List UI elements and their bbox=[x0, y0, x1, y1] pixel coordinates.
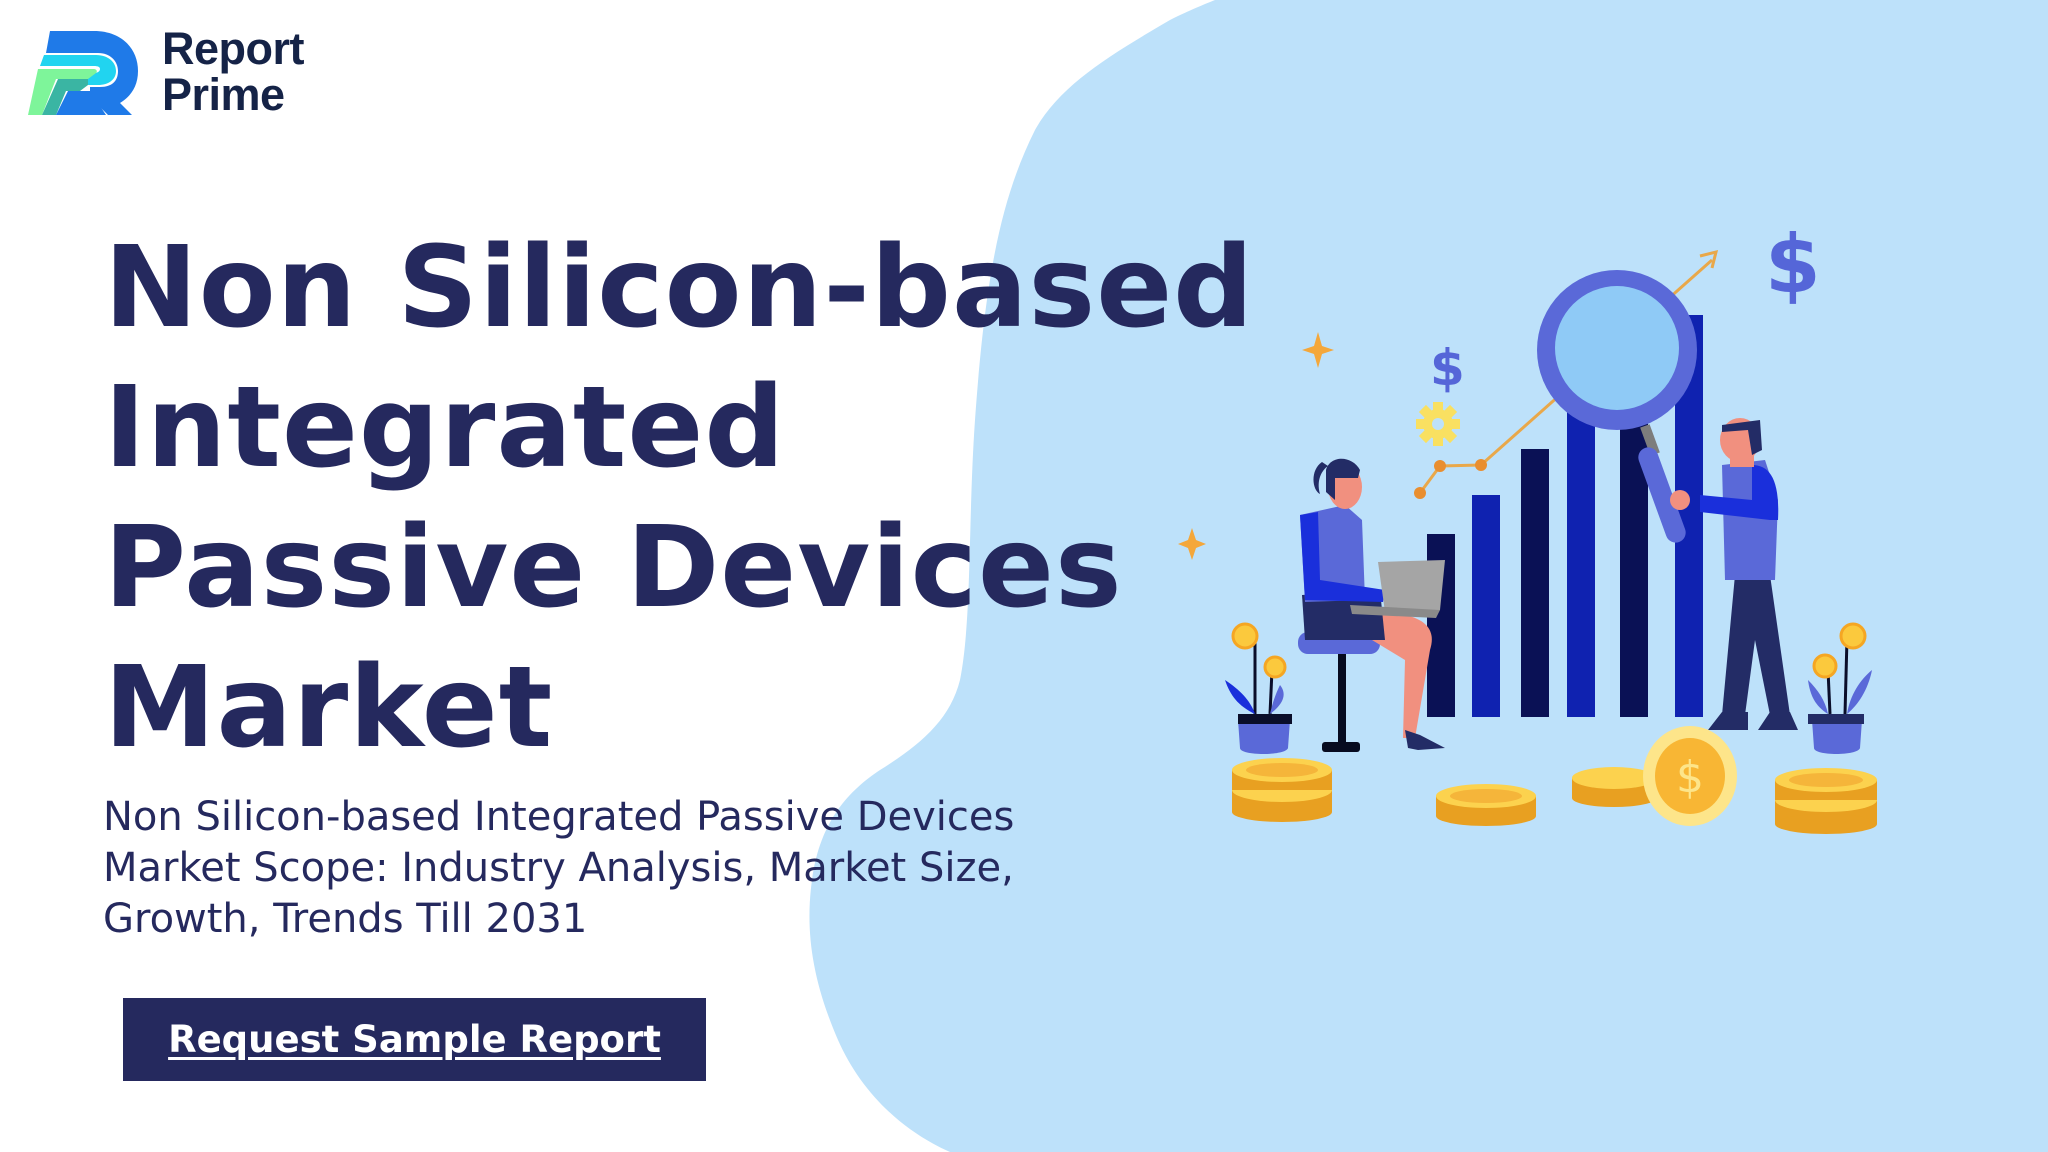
logo-line-2: Prime bbox=[162, 69, 285, 120]
coin-stack-icon bbox=[1232, 758, 1332, 822]
magnifying-glass-icon bbox=[1537, 270, 1697, 543]
svg-text:$: $ bbox=[1676, 752, 1704, 803]
logo-text: Report Prime bbox=[162, 23, 305, 120]
page-subtitle: Non Silicon-based Integrated Passive Dev… bbox=[103, 794, 1015, 942]
gear-icon bbox=[1416, 402, 1460, 446]
title-line: Integrated bbox=[104, 363, 786, 493]
request-sample-report-button[interactable]: Request Sample Report bbox=[123, 998, 706, 1081]
report-prime-logo-icon bbox=[28, 31, 138, 115]
request-sample-report-label: Request Sample Report bbox=[168, 1018, 661, 1061]
title-line: Non Silicon-based bbox=[104, 223, 1255, 353]
title-line: Passive Devices bbox=[104, 503, 1123, 633]
page-title: Non Silicon-based Integrated Passive Dev… bbox=[104, 218, 1254, 778]
coin-stack-icon bbox=[1775, 768, 1877, 834]
coin-stack-icon bbox=[1436, 784, 1536, 826]
dollar-sign-icon: $ bbox=[1430, 339, 1465, 397]
sparkle-icon bbox=[1178, 332, 1334, 560]
logo[interactable]: Report Prime bbox=[28, 23, 305, 120]
plant-pot-icon bbox=[1808, 622, 1872, 754]
coin-stack-icon: $ bbox=[1572, 726, 1737, 826]
woman-figure bbox=[1298, 458, 1445, 752]
man-figure bbox=[1670, 418, 1798, 730]
dollar-sign-icon: $ bbox=[1765, 218, 1821, 311]
title-line: Market bbox=[104, 643, 554, 773]
logo-line-1: Report bbox=[162, 23, 305, 74]
plant-pot-icon bbox=[1225, 622, 1292, 754]
